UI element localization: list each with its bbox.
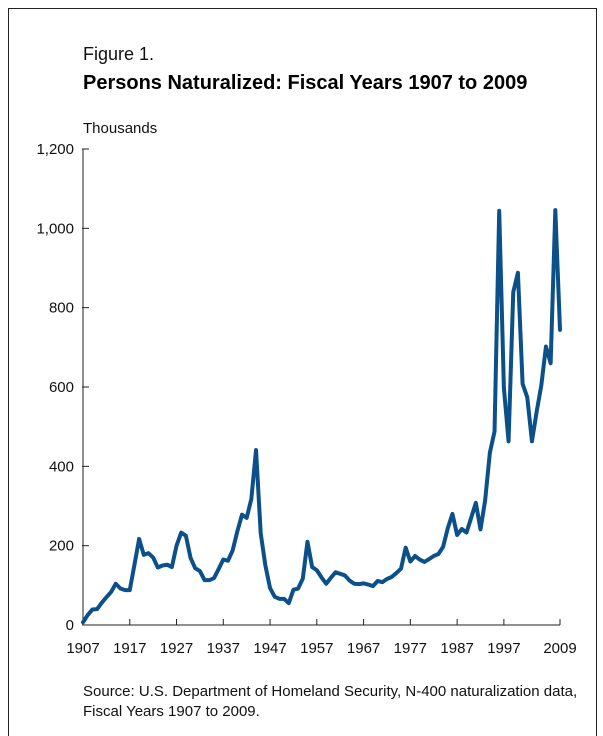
series-line-naturalized (81, 208, 562, 625)
x-tick-label: 1997 (487, 640, 520, 657)
y-tick-label: 1,000 (36, 220, 74, 237)
y-tick-label: 800 (49, 300, 74, 317)
x-tick-label: 1917 (113, 640, 146, 657)
x-tick-label: 1987 (440, 640, 473, 657)
y-tick-label: 400 (49, 458, 74, 475)
y-axis-label: Thousands (83, 120, 158, 137)
figure-frame (8, 8, 597, 736)
chart-axes: 0 200 400 600 800 1,000 1,200 1907 1917 1927 1937 1… (36, 141, 576, 657)
x-tick-label: 1937 (207, 640, 240, 657)
x-tick-label: 2009 (543, 640, 576, 657)
x-tick-label: 1967 (347, 640, 380, 657)
chart-title: Persons Naturalized: Fiscal Years 1907 t… (83, 72, 528, 94)
y-tick-label: 600 (49, 379, 74, 396)
y-tick-label: 0 (66, 617, 74, 634)
x-tick-label: 1947 (253, 640, 286, 657)
x-tick-label: 1977 (394, 640, 427, 657)
plot-area (81, 208, 562, 625)
source-note: Source: U.S. Department of Homeland Secu… (83, 683, 578, 720)
x-tick-label: 1927 (160, 640, 193, 657)
y-tick-label: 1,200 (36, 141, 74, 158)
figure-number: Figure 1. (83, 44, 155, 64)
y-tick-label: 200 (49, 538, 74, 555)
x-tick-label: 1957 (300, 640, 333, 657)
x-tick-label: 1907 (66, 640, 99, 657)
